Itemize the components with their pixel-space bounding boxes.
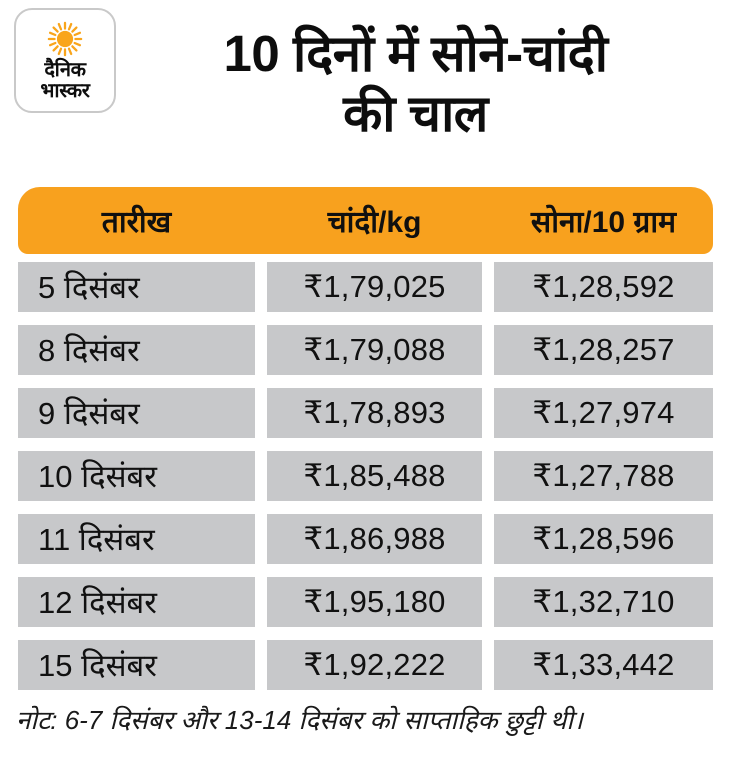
title-line1: 10 दिनों में सोने-चांदी xyxy=(223,25,608,82)
logo-line1: दैनिक xyxy=(44,58,86,81)
silver-price-cell: ₹1,95,180 xyxy=(267,577,482,627)
page-title: 10 दिनों में सोने-चांदी की चाल xyxy=(116,8,715,144)
gold-price-cell: ₹1,28,596 xyxy=(494,514,713,564)
sun-icon xyxy=(47,21,83,56)
gold-price-cell: ₹1,33,442 xyxy=(494,640,713,690)
gold-price-cell: ₹1,27,788 xyxy=(494,451,713,501)
date-cell: 8 दिसंबर xyxy=(18,325,255,375)
table-header-row: तारीख चांदी/kg सोना/10 ग्राम xyxy=(18,187,713,254)
silver-price-cell: ₹1,86,988 xyxy=(267,514,482,564)
date-cell: 10 दिसंबर xyxy=(18,451,255,501)
gold-price-cell: ₹1,32,710 xyxy=(494,577,713,627)
dainik-bhaskar-logo: दैनिक भास्कर xyxy=(14,8,116,113)
date-cell: 15 दिसंबर xyxy=(18,640,255,690)
silver-price-cell: ₹1,79,025 xyxy=(267,262,482,312)
silver-price-cell: ₹1,92,222 xyxy=(267,640,482,690)
date-cell: 5 दिसंबर xyxy=(18,262,255,312)
silver-price-cell: ₹1,79,088 xyxy=(267,325,482,375)
column-header-silver: चांदी/kg xyxy=(327,206,422,239)
column-header-gold: सोना/10 ग्राम xyxy=(530,206,677,239)
footnote: नोट: 6-7 दिसंबर और 13-14 दिसंबर को साप्त… xyxy=(16,705,583,735)
silver-price-cell: ₹1,85,488 xyxy=(267,451,482,501)
title-line2: की चाल xyxy=(343,85,488,142)
logo-line2: भास्कर xyxy=(40,79,90,102)
header-section: दैनिक भास्कर 10 दिनों में सोने-चांदी की … xyxy=(0,0,729,166)
date-cell: 11 दिसंबर xyxy=(18,514,255,564)
gold-price-cell: ₹1,28,257 xyxy=(494,325,713,375)
silver-price-cell: ₹1,78,893 xyxy=(267,388,482,438)
date-cell: 12 दिसंबर xyxy=(18,577,255,627)
table-body: 5 दिसंबर ₹1,79,025 ₹1,28,592 8 दिसंबर ₹1… xyxy=(18,262,713,690)
price-table: तारीख चांदी/kg सोना/10 ग्राम 5 दिसंबर ₹1… xyxy=(18,187,713,690)
date-cell: 9 दिसंबर xyxy=(18,388,255,438)
column-header-date: तारीख xyxy=(101,206,172,239)
gold-price-cell: ₹1,27,974 xyxy=(494,388,713,438)
logo-wordmark: दैनिक भास्कर xyxy=(40,58,90,102)
gold-price-cell: ₹1,28,592 xyxy=(494,262,713,312)
